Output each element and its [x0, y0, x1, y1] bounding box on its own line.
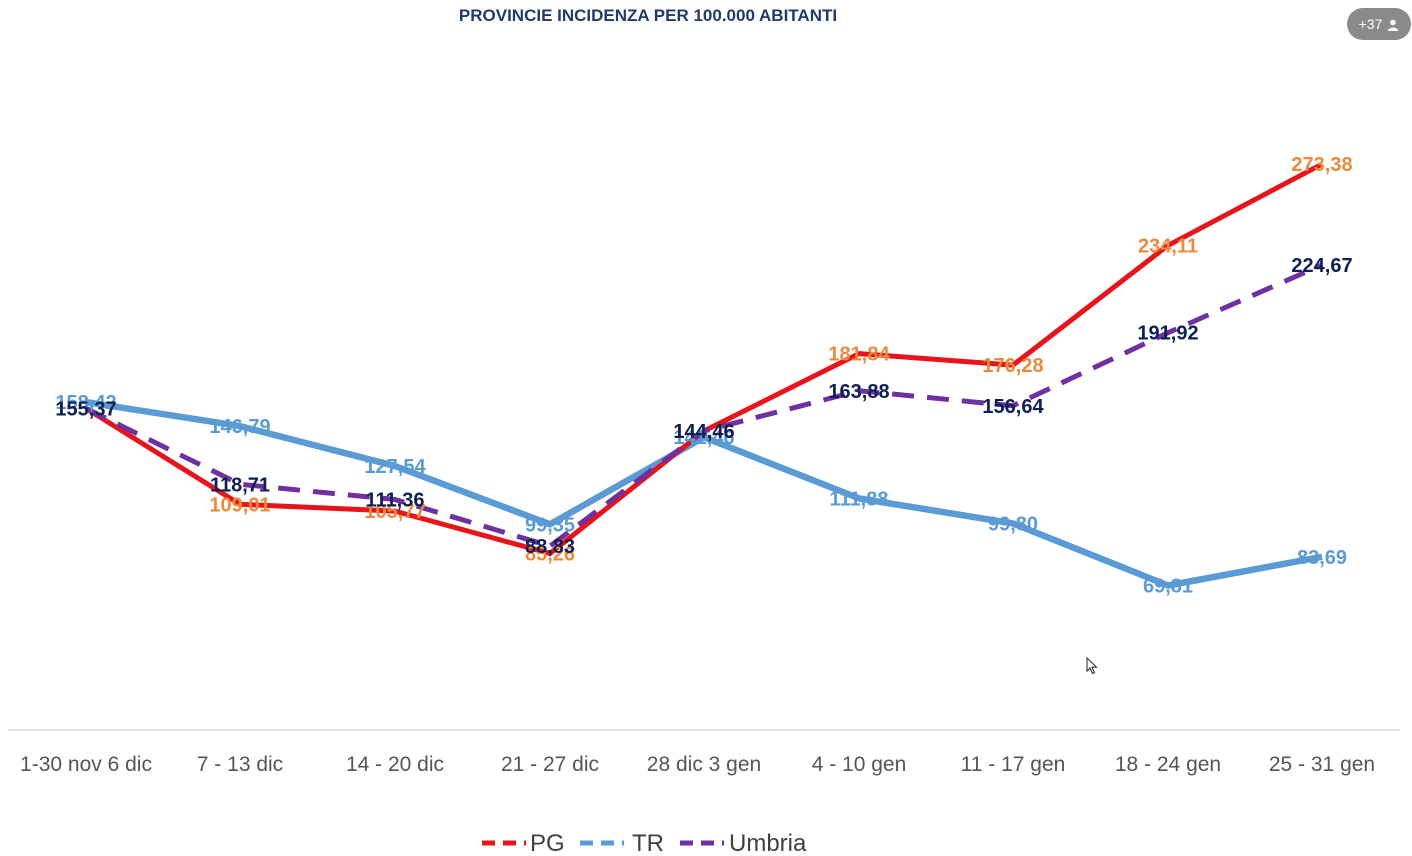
data-label-umbria-4: 144,46 [673, 421, 734, 443]
data-label-tr-4: 141,46 [673, 427, 734, 449]
x-tick-label: 21 - 27 dic [501, 753, 599, 776]
series-line-tr [85, 398, 1323, 589]
legend: PG TR Umbria [482, 830, 807, 856]
x-tick-label: 28 dic 3 gen [647, 753, 761, 776]
mouse-cursor-icon [1086, 656, 1098, 680]
data-labels: 155,37 109,01 105,77 85,26 144,46 181,84 176,2… [55, 154, 1352, 597]
data-label-tr-5: 111,88 [830, 488, 889, 510]
legend-label-tr: TR [632, 830, 664, 856]
data-label-umbria-3: 88,83 [525, 536, 575, 558]
data-label-tr-3: 99,35 [525, 514, 575, 536]
data-label-umbria-6: 156,64 [982, 396, 1044, 418]
data-label-pg-0: 155,37 [55, 398, 116, 420]
x-tick-label: 11 - 17 gen [961, 753, 1066, 776]
x-tick-label: 18 - 24 gen [1115, 753, 1221, 776]
data-label-pg-2: 105,77 [364, 501, 425, 523]
data-label-umbria-1: 118,71 [210, 474, 270, 496]
data-label-pg-1: 109,01 [209, 494, 270, 516]
participants-badge[interactable]: +37 [1347, 8, 1411, 40]
data-label-pg-3: 85,26 [525, 544, 575, 566]
data-label-tr-1: 146,79 [209, 416, 270, 438]
data-label-pg-5: 181,84 [828, 344, 890, 366]
series-line-pg [84, 161, 1324, 556]
x-tick-label: 7 - 13 dic [197, 753, 283, 776]
x-tick-label: 25 - 31 gen [1269, 753, 1375, 776]
series-lines [84, 161, 1324, 589]
chart-title: PROVINCIE INCIDENZA PER 100.000 ABITANTI [458, 6, 838, 25]
data-label-pg-6: 176,28 [982, 355, 1043, 377]
data-label-tr-0: 158,42 [55, 392, 116, 414]
participants-count: +37 [1358, 16, 1383, 32]
data-label-umbria-5: 163,88 [828, 381, 889, 403]
x-tick-label: 4 - 10 gen [812, 753, 907, 776]
person-icon [1387, 18, 1399, 31]
data-label-tr-8: 83,69 [1297, 547, 1347, 569]
data-label-tr-6: 99,80 [988, 513, 1038, 535]
data-label-pg-7: 234,11 [1138, 235, 1198, 257]
data-label-pg-8: 273,38 [1291, 154, 1352, 176]
legend-label-umbria: Umbria [729, 830, 807, 856]
data-label-pg-4: 144,46 [673, 421, 734, 443]
data-label-tr-2: 127,54 [364, 456, 426, 478]
x-tick-label: 14 - 20 dic [346, 753, 444, 776]
data-label-umbria-2: 111,36 [366, 490, 425, 512]
legend-label-pg: PG [530, 830, 565, 856]
data-label-umbria-8: 224,67 [1291, 255, 1352, 277]
data-label-umbria-7: 191,92 [1137, 323, 1198, 345]
series-line-umbria [84, 262, 1324, 549]
data-label-tr-7: 69,81 [1143, 576, 1193, 598]
data-label-umbria-0: 155,37 [55, 398, 116, 420]
x-tick-labels: 1-30 nov 6 dic 7 - 13 dic 14 - 20 dic 21 - … [20, 753, 1375, 776]
x-tick-label: 1-30 nov 6 dic [20, 753, 152, 776]
